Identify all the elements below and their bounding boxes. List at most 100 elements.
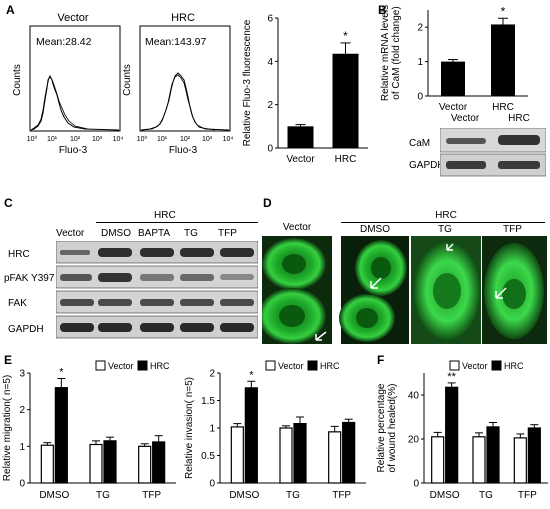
- panel-label-d: D: [263, 196, 272, 210]
- panel-label-a: A: [6, 3, 15, 17]
- hist-xlabel-vector: Fluo-3: [59, 145, 88, 156]
- x-tick-label: Vector: [439, 102, 468, 113]
- blot-c-image: [56, 241, 258, 339]
- bar: [332, 53, 359, 148]
- svg-text:10¹: 10¹: [47, 136, 58, 143]
- x-tick-label: TFP: [332, 490, 351, 501]
- blot-c-col-tfp: TFP: [218, 228, 237, 239]
- legend-label: Vector: [462, 361, 488, 371]
- bar: [138, 445, 152, 484]
- bar: [441, 61, 465, 96]
- micro-dmso: [339, 236, 409, 344]
- micro-group-line: [341, 222, 545, 223]
- y-tick-label: 3: [19, 369, 25, 380]
- micro-tfp: [482, 236, 547, 344]
- legend-label: HRC: [320, 361, 340, 371]
- bar: [513, 437, 527, 484]
- hist-mean-hrc: Mean:143.97: [145, 36, 206, 48]
- bar: [445, 386, 459, 484]
- blot-b-col-vector: Vector: [450, 113, 480, 124]
- micro-group-label: HRC: [435, 210, 457, 221]
- y-tick-label: 20: [408, 435, 420, 446]
- legend-label: Vector: [278, 361, 304, 371]
- svg-text:10⁴: 10⁴: [223, 136, 234, 143]
- chart-cam-mrna: 0 1 2 Relative mRNA levelsof CaM (fold chan…: [380, 4, 528, 113]
- blot-c-col-bapta: BAPTA: [138, 228, 171, 239]
- x-tick-label: TFP: [142, 490, 161, 501]
- y-tick-label: 1: [209, 424, 215, 435]
- hist-ylabel-vector: Counts: [12, 64, 23, 96]
- svg-text:10⁰: 10⁰: [27, 135, 38, 143]
- legend-label: HRC: [504, 361, 524, 371]
- bar: [40, 444, 54, 484]
- legend-label: HRC: [150, 361, 170, 371]
- y-tick-label: 2: [417, 23, 423, 34]
- x-tick-label: DMSO: [430, 490, 460, 501]
- micro-images: [262, 236, 547, 344]
- legend-label: Vector: [108, 361, 134, 371]
- hist-xlabel-hrc: Fluo-3: [169, 145, 198, 156]
- y-tick-label: 4: [267, 57, 273, 68]
- blot-c-row-pfak: pFAK Y397: [4, 273, 55, 284]
- svg-text:10²: 10²: [180, 136, 191, 143]
- bar: [486, 426, 500, 484]
- micro-label-vector: Vector: [282, 222, 312, 233]
- y-tick-label: 2: [19, 405, 25, 416]
- x-tick-label: Vector: [286, 154, 315, 165]
- hist-mean-vector: Mean:28.42: [36, 36, 92, 48]
- y-tick-label: 0: [417, 92, 423, 103]
- x-tick-label: HRC: [492, 102, 514, 113]
- legend-swatch: [449, 360, 460, 371]
- bar: [293, 422, 307, 484]
- micro-label-tg: TG: [438, 224, 452, 235]
- bar: [342, 421, 356, 484]
- bar: [244, 387, 258, 484]
- bar: [328, 431, 342, 484]
- y-tick-label: 0: [19, 479, 25, 490]
- bar: [89, 443, 103, 484]
- y-axis-label: Relative percentageof wound healed(%): [376, 383, 398, 472]
- panel-label-f: F: [377, 353, 385, 367]
- micro-tg: [411, 236, 481, 344]
- significance-mark: **: [447, 371, 456, 383]
- x-tick-label: TG: [479, 490, 493, 501]
- bar: [431, 436, 445, 484]
- blot-c-row-fak: FAK: [8, 298, 27, 309]
- panel-label-e: E: [4, 353, 13, 367]
- bar: [472, 436, 486, 484]
- bar: [527, 427, 541, 484]
- blot-b: Vector HRC: [438, 113, 548, 173]
- svg-text:10⁴: 10⁴: [113, 136, 124, 143]
- bar: [54, 387, 68, 484]
- chart-fluo3: 0 2 4 6 Relative Fluo-3 fluorescence Vector * H…: [242, 14, 368, 165]
- legend-swatch: [491, 360, 502, 371]
- svg-text:10¹: 10¹: [157, 136, 168, 143]
- y-tick-label: 2: [209, 369, 215, 380]
- svg-text:10³: 10³: [92, 136, 103, 143]
- x-tick-label: TG: [96, 490, 110, 501]
- bar: [287, 126, 314, 148]
- y-tick-label: 1.5: [201, 396, 215, 407]
- svg-text:10²: 10²: [70, 136, 81, 143]
- x-tick-label: TG: [286, 490, 300, 501]
- x-tick-label: TFP: [518, 490, 537, 501]
- hist-ylabel-hrc: Counts: [122, 64, 133, 96]
- x-tick-label: DMSO: [229, 490, 259, 501]
- hist-title-vector: Vector: [57, 12, 89, 24]
- blot-c-col-vector: Vector: [56, 228, 85, 239]
- bar: [230, 426, 244, 484]
- panel-label-b: B: [378, 3, 387, 17]
- svg-text:10⁰: 10⁰: [137, 135, 148, 143]
- blot-c-row-gapdh: GAPDH: [8, 324, 44, 335]
- flow-histograms: Vector Mean:28.42 Counts Fluo-3 10⁰ 10¹ …: [12, 12, 234, 156]
- legend-swatch: [307, 360, 318, 371]
- legend-swatch: [137, 360, 148, 371]
- bar: [279, 427, 293, 484]
- significance-mark: *: [501, 4, 506, 18]
- chart-invasion: 0 0.5 1 1.5 2 Relative invasion( n=5) * DMSO TG T…: [184, 360, 366, 501]
- y-tick-label: 6: [267, 14, 273, 25]
- blot-c-group-line: [96, 222, 258, 223]
- bar: [491, 24, 515, 97]
- micro-label-dmso: DMSO: [360, 224, 390, 235]
- significance-mark: *: [59, 367, 64, 379]
